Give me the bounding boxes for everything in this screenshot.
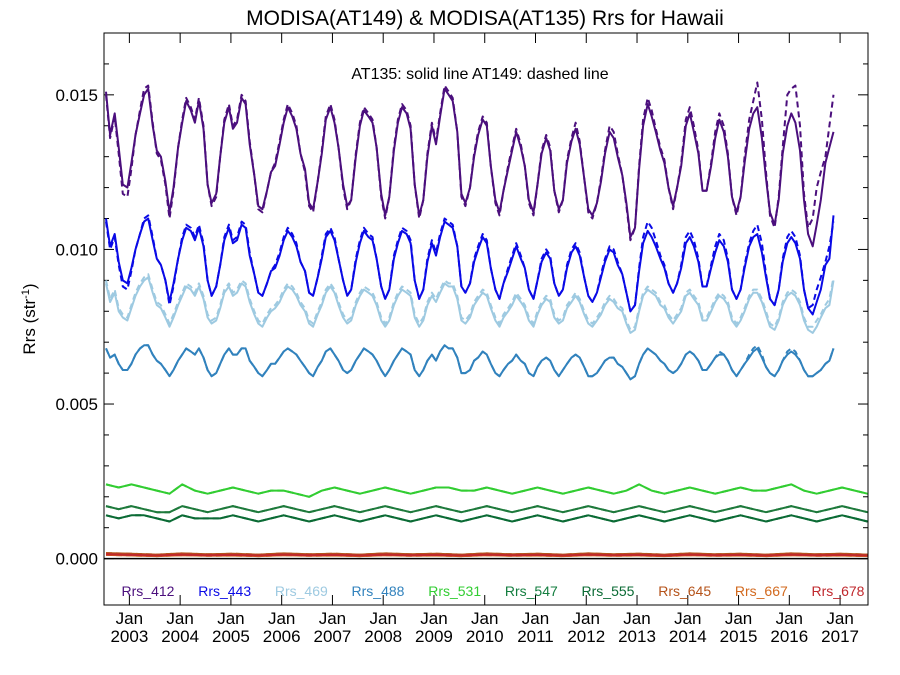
- legend-entry-Rrs_412: Rrs_412: [122, 583, 175, 599]
- y-axis-label-main: Rrs (str: [20, 299, 39, 355]
- series-Rrs_412-solid: [105, 87, 835, 248]
- x-tick-year-label: 2010: [466, 627, 504, 646]
- x-tick-month-label: Jan: [166, 609, 193, 628]
- series-Rrs_443-dashed: [105, 214, 835, 313]
- y-tick-labels: 0.000 0.005 0.010 0.015: [55, 86, 98, 569]
- y-axis-label-exponent: -1: [20, 289, 32, 299]
- legend-entry-Rrs_667: Rrs_667: [735, 583, 788, 599]
- x-tick-year-label: 2014: [669, 627, 707, 646]
- series-Rrs_412-dashed: [105, 81, 835, 242]
- x-tick-year-label: 2009: [415, 627, 453, 646]
- line-style-annotation: AT135: solid line AT149: dashed line: [351, 66, 608, 83]
- plot-area: [103, 32, 869, 606]
- y-axis-label: Rrs (str-1): [20, 283, 39, 354]
- x-tick-year-label: 2017: [821, 627, 859, 646]
- x-tick-month-label: Jan: [471, 609, 498, 628]
- y-tick-label: 0.000: [55, 550, 98, 569]
- x-tick-year-label: 2013: [618, 627, 656, 646]
- plot-frame: [103, 32, 869, 606]
- legend: Rrs_412 Rrs_443 Rrs_469 Rrs_488 Rrs_531 Rrs_5…: [122, 583, 865, 599]
- x-tick-month-label: Jan: [217, 609, 244, 628]
- x-tick-labels: Jan2003Jan2004Jan2005Jan2006Jan2007Jan20…: [110, 609, 859, 646]
- series-Rrs_645-dashed: [105, 552, 868, 556]
- x-tick-month-label: Jan: [369, 609, 396, 628]
- y-tick-label: 0.005: [55, 395, 98, 414]
- x-tick-month-label: Jan: [826, 609, 853, 628]
- x-tick-year-label: 2003: [110, 627, 148, 646]
- x-tick-year-label: 2006: [263, 627, 301, 646]
- series-Rrs_469-dashed: [105, 273, 835, 331]
- legend-entry-Rrs_645: Rrs_645: [658, 583, 711, 599]
- x-tick-year-label: 2004: [161, 627, 199, 646]
- y-axis-label-close: ): [20, 283, 39, 289]
- legend-entry-Rrs_555: Rrs_555: [582, 583, 635, 599]
- series-Rrs_531-dashed: [105, 483, 868, 498]
- legend-entry-Rrs_678: Rrs_678: [812, 583, 865, 599]
- x-tick-month-label: Jan: [116, 609, 143, 628]
- x-tick-month-label: Jan: [268, 609, 295, 628]
- y-tick-label: 0.010: [55, 240, 98, 259]
- series-Rrs_547-dashed: [105, 505, 868, 514]
- x-tick-month-label: Jan: [674, 609, 701, 628]
- series-Rrs_678-dashed: [105, 553, 868, 557]
- x-tick-year-label: 2012: [567, 627, 605, 646]
- legend-entry-Rrs_547: Rrs_547: [505, 583, 558, 599]
- chart-title: MODISA(AT149) & MODISA(AT135) Rrs for Ha…: [246, 7, 724, 30]
- x-tick-month-label: Jan: [623, 609, 650, 628]
- x-tick-month-label: Jan: [420, 609, 447, 628]
- x-tick-year-label: 2016: [770, 627, 808, 646]
- x-tick-year-label: 2015: [720, 627, 758, 646]
- x-tick-year-label: 2007: [314, 627, 352, 646]
- x-tick-month-label: Jan: [776, 609, 803, 628]
- x-tick-month-label: Jan: [573, 609, 600, 628]
- legend-entry-Rrs_443: Rrs_443: [198, 583, 251, 599]
- x-tick-month-label: Jan: [319, 609, 346, 628]
- legend-entry-Rrs_531: Rrs_531: [428, 583, 481, 599]
- series-Rrs_488-dashed: [105, 344, 835, 381]
- series-Rrs_469-solid: [105, 276, 835, 334]
- legend-entry-Rrs_488: Rrs_488: [352, 583, 405, 599]
- legend-entry-Rrs_469: Rrs_469: [275, 583, 328, 599]
- x-tick-year-label: 2008: [364, 627, 402, 646]
- x-tick-month-label: Jan: [522, 609, 549, 628]
- series-layer: [105, 81, 868, 558]
- series-Rrs_555-dashed: [105, 514, 868, 523]
- x-tick-year-label: 2011: [517, 627, 554, 646]
- x-tick-month-label: Jan: [725, 609, 752, 628]
- axis-ticks: [104, 33, 868, 605]
- x-tick-year-label: 2005: [212, 627, 250, 646]
- y-tick-label: 0.015: [55, 86, 98, 105]
